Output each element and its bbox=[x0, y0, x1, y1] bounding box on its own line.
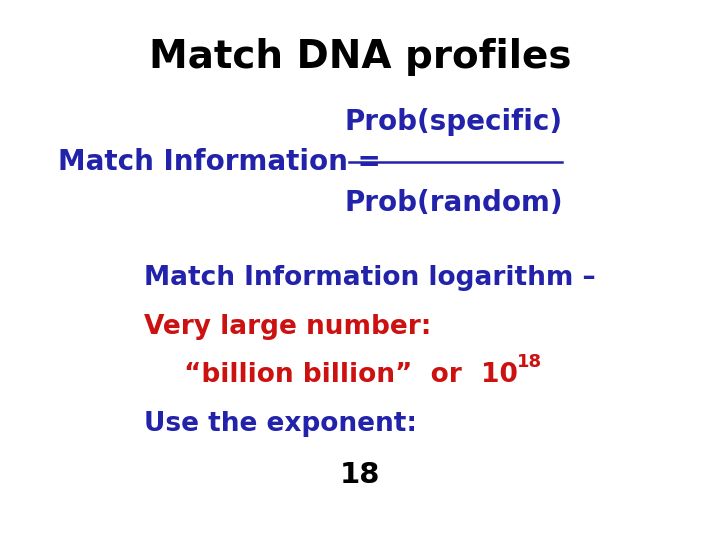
Text: 10: 10 bbox=[481, 362, 518, 388]
Text: 18: 18 bbox=[340, 461, 380, 489]
Text: Prob(random): Prob(random) bbox=[344, 188, 563, 217]
Text: Match Information logarithm –: Match Information logarithm – bbox=[144, 265, 595, 291]
Text: Use the exponent:: Use the exponent: bbox=[144, 411, 417, 437]
Text: Prob(specific): Prob(specific) bbox=[345, 107, 562, 136]
Text: “billion billion”  or: “billion billion” or bbox=[184, 362, 480, 388]
Text: 18: 18 bbox=[517, 353, 542, 371]
Text: Match DNA profiles: Match DNA profiles bbox=[149, 38, 571, 76]
Text: Very large number:: Very large number: bbox=[144, 314, 431, 340]
Text: Match Information =: Match Information = bbox=[58, 148, 390, 176]
